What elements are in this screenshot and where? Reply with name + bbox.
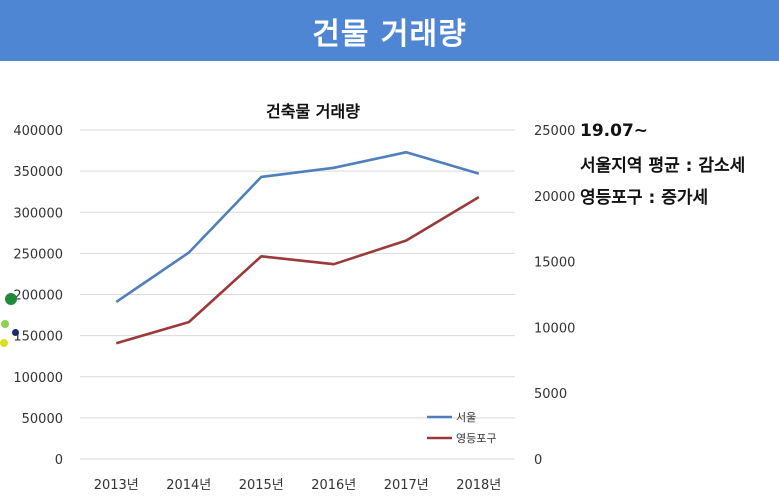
x-tick-label: 2015년 — [239, 478, 284, 493]
x-tick-label: 2014년 — [166, 478, 211, 493]
y-right-tick-label: 10000 — [534, 321, 575, 336]
x-tick-label: 2013년 — [94, 478, 139, 493]
note-period: 19.07~ — [580, 121, 649, 141]
legend-label: 서울 — [456, 411, 476, 424]
x-tick-label: 2017년 — [384, 478, 429, 493]
y-right-tick-label: 0 — [534, 453, 542, 468]
y-right-tick-label: 20000 — [534, 190, 575, 205]
y-left-tick-label: 50000 — [22, 412, 63, 427]
y-left-tick-label: 300000 — [13, 206, 63, 221]
slide-title-banner: 건물 거래량 — [0, 0, 779, 61]
chart-title: 건축물 거래량 — [266, 102, 360, 121]
y-left-tick-label: 100000 — [13, 371, 63, 386]
x-tick-label: 2018년 — [456, 478, 501, 493]
series-line-seoul — [115, 150, 480, 303]
slide-title: 건물 거래량 — [312, 16, 467, 52]
series-line-yeongdeungpo — [115, 195, 480, 345]
decor-dot-lime — [1, 320, 9, 328]
y-left-tick-label: 150000 — [13, 330, 63, 345]
y-right-tick-label: 5000 — [534, 387, 567, 402]
y-right-tick-label: 25000 — [534, 124, 575, 139]
legend-label: 영등포구 — [456, 432, 496, 445]
y-left-tick-label: 250000 — [13, 247, 63, 262]
y-right-tick-label: 15000 — [534, 256, 575, 271]
note-seoul-trend: 서울지역 평균 : 감소세 — [580, 156, 746, 176]
decor-dot-green — [5, 293, 17, 305]
decor-dot-navy — [12, 329, 19, 336]
y-left-tick-label: 200000 — [13, 289, 63, 304]
y-left-tick-label: 350000 — [13, 165, 63, 180]
note-yeongdeungpo-trend: 영등포구 : 증가세 — [580, 188, 709, 208]
y-left-tick-label: 400000 — [13, 124, 63, 139]
decor-dot-yellow — [0, 339, 8, 347]
x-tick-label: 2016년 — [311, 478, 356, 493]
y-left-tick-label: 0 — [55, 453, 63, 468]
